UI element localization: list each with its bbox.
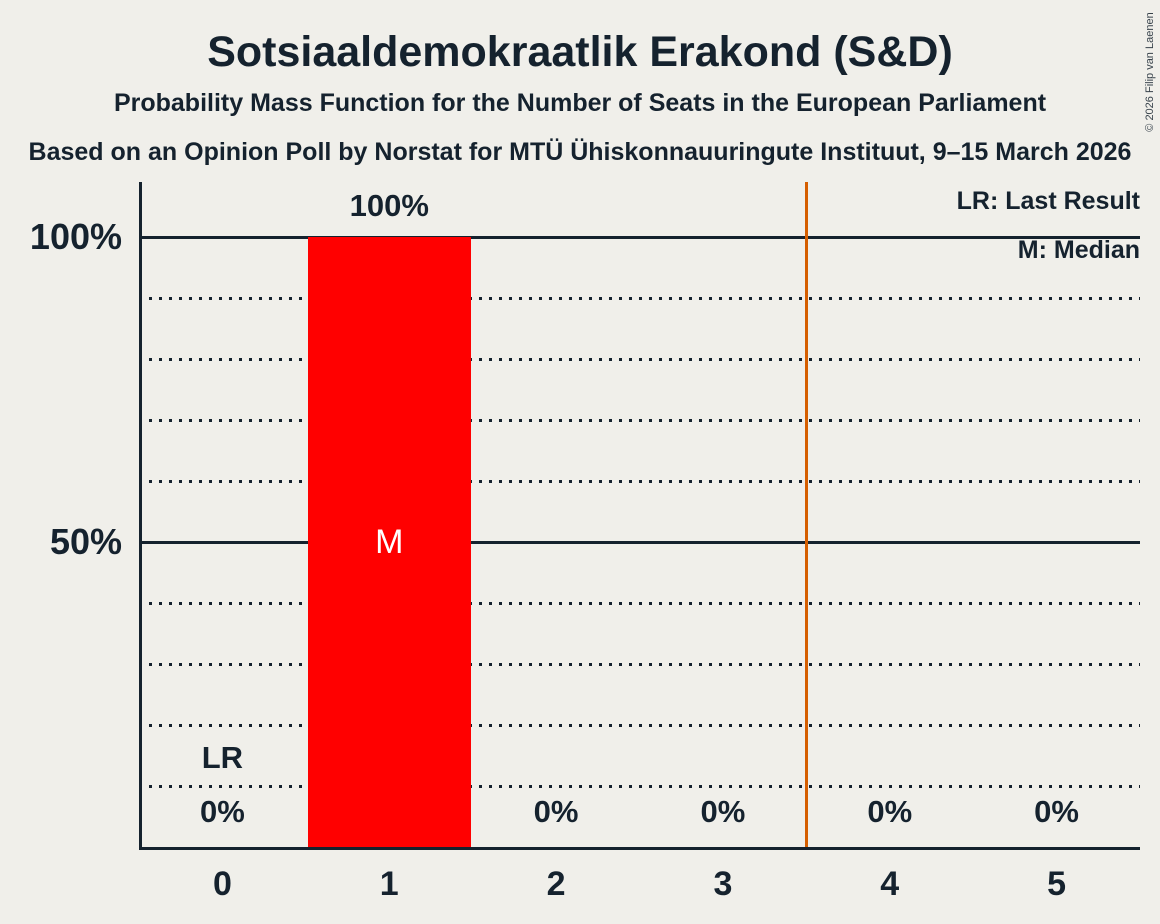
x-tick-label: 2 — [546, 865, 566, 903]
x-tick-label: 5 — [1047, 865, 1067, 903]
bar-value-label: 0% — [700, 794, 746, 829]
gridline-dotted — [139, 479, 1140, 483]
bar-value-label: 0% — [200, 794, 245, 829]
source-line: Based on an Opinion Poll by Norstat for … — [28, 138, 1132, 166]
gridline-dotted — [139, 418, 1140, 422]
legend-last-result: LR: Last Result — [956, 187, 1140, 215]
y-tick-label: 100% — [29, 216, 122, 257]
page-subtitle: Probability Mass Function for the Number… — [113, 89, 1047, 117]
legend-median: M: Median — [1017, 236, 1140, 264]
gridline-dotted — [139, 784, 1140, 788]
plot-area: 0% 0 100% 1 0% 2 0% 3 0% 4 0% 5 M LR — [139, 182, 1140, 903]
x-axis-line — [139, 847, 1140, 850]
x-tick-label: 0 — [212, 865, 232, 903]
y-axis-line — [139, 182, 142, 850]
x-tick-label: 4 — [880, 865, 900, 903]
bar-value-label: 0% — [533, 794, 579, 829]
copyright-notice: © 2026 Filip van Laenen — [1144, 12, 1156, 132]
page-title: Sotsiaaldemokraatlik Erakond (S&D) — [207, 28, 953, 76]
probability-bar — [307, 237, 471, 847]
bar-value-label: 0% — [1034, 794, 1079, 829]
median-marker: M — [375, 523, 404, 561]
gridline-dotted — [139, 662, 1140, 666]
bar-value-label: 0% — [867, 794, 913, 829]
gridline-dotted — [139, 723, 1140, 727]
x-tick-label: 1 — [379, 865, 399, 903]
x-tick-label: 3 — [713, 865, 733, 903]
last-result-label: LR — [201, 740, 244, 775]
gridline-solid — [139, 235, 1140, 239]
bar-value-label: 100% — [349, 188, 429, 223]
y-tick-label: 50% — [49, 521, 122, 562]
majority-threshold-line — [804, 182, 808, 847]
gridline-dotted — [139, 296, 1140, 300]
gridline-solid — [139, 540, 1140, 544]
gridline-dotted — [139, 357, 1140, 361]
gridline-dotted — [139, 601, 1140, 605]
